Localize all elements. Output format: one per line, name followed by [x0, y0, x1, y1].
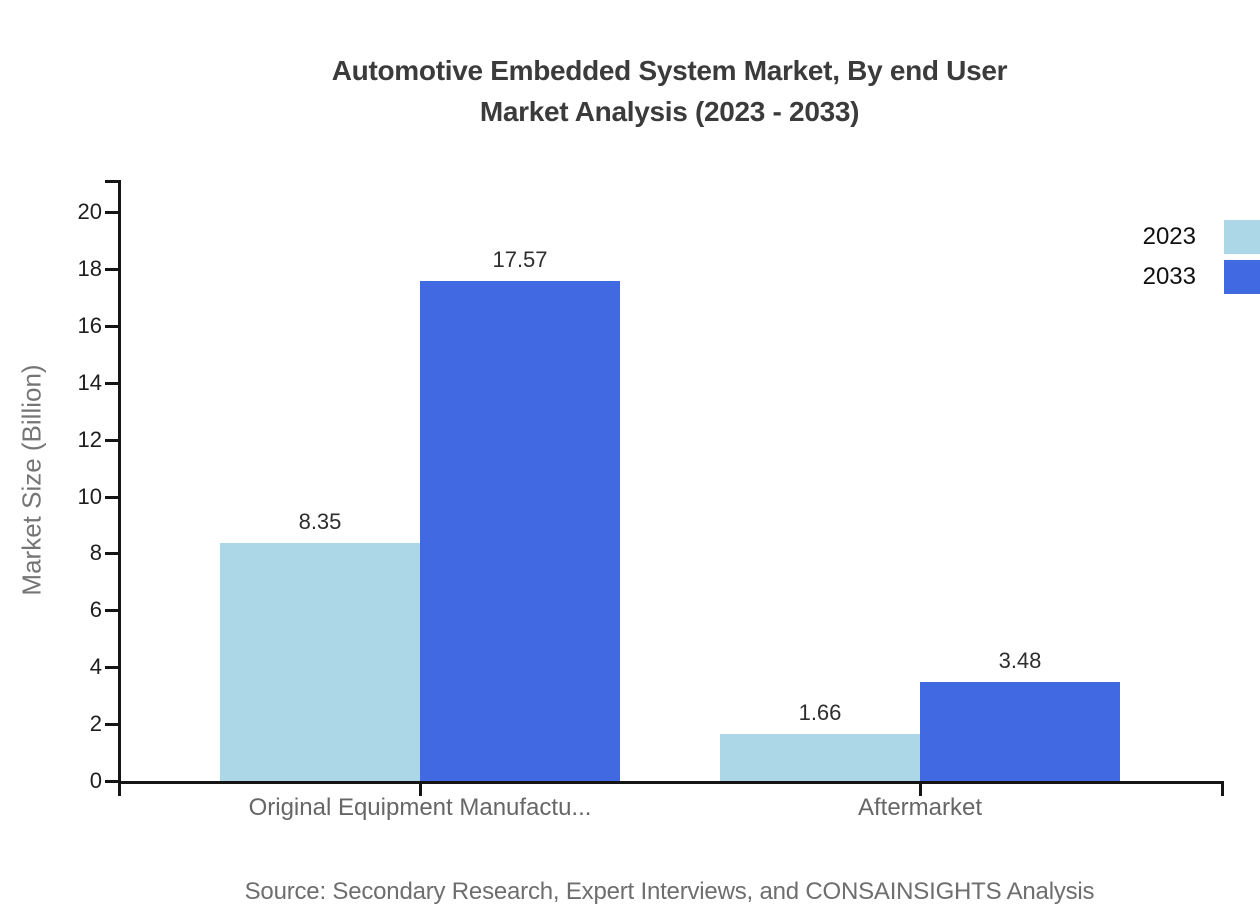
bar-2033	[420, 281, 620, 781]
bar-2023	[220, 543, 420, 781]
y-tick	[105, 609, 118, 613]
y-tick-label: 16	[77, 312, 102, 338]
y-tick	[105, 552, 118, 556]
y-tick	[105, 666, 118, 670]
y-tick	[105, 267, 118, 271]
bar-2023	[720, 733, 920, 781]
bar-value-label: 17.57	[492, 247, 548, 273]
chart-title-line1: Automotive Embedded System Market, By en…	[331, 55, 1008, 86]
x-category-label: Original Equipment Manufactu...	[248, 794, 592, 821]
y-axis-line	[118, 180, 121, 796]
bar-value-label: 8.35	[298, 509, 342, 535]
x-axis-line	[118, 781, 1224, 784]
y-axis-cap-tick	[105, 180, 118, 183]
bar-value-label: 3.48	[998, 647, 1042, 673]
y-tick	[105, 211, 118, 214]
legend-swatch-2023	[1224, 220, 1260, 254]
y-tick	[105, 381, 118, 385]
x-tick	[419, 781, 422, 796]
y-tick	[105, 495, 118, 499]
y-tick-label: 14	[77, 369, 102, 395]
y-tick	[105, 780, 118, 783]
chart-title: Automotive Embedded System Market, By en…	[118, 50, 1221, 132]
y-tick-label: 12	[77, 426, 102, 452]
bar-value-label: 1.66	[798, 699, 842, 725]
bar-2033	[920, 681, 1120, 781]
y-tick-label: 0	[89, 768, 102, 793]
y-tick-label: 4	[89, 654, 102, 680]
y-tick-label: 10	[77, 483, 102, 509]
y-tick-label: 2	[89, 711, 102, 737]
source-note: Source: Secondary Research, Expert Inter…	[244, 878, 1095, 905]
legend: 2023 2033	[1143, 217, 1260, 297]
y-tick-label: 6	[89, 597, 102, 623]
y-tick-label: 20	[77, 199, 102, 224]
legend-label-2033: 2033	[1142, 263, 1196, 290]
y-tick	[105, 723, 118, 727]
x-category-label: Aftermarket	[857, 794, 983, 821]
legend-item-2023: 2023	[1143, 217, 1260, 257]
x-axis-cap-tick	[1221, 781, 1224, 796]
legend-item-2033: 2033	[1143, 257, 1260, 297]
y-tick-label: 18	[77, 255, 102, 281]
x-tick	[919, 781, 922, 796]
y-tick	[105, 438, 118, 442]
legend-label-2023: 2023	[1142, 223, 1196, 250]
y-tick	[105, 324, 118, 328]
legend-swatch-2033	[1224, 260, 1260, 294]
y-tick-label: 8	[89, 540, 102, 566]
chart-title-line2: Market Analysis (2023 - 2033)	[479, 96, 860, 127]
